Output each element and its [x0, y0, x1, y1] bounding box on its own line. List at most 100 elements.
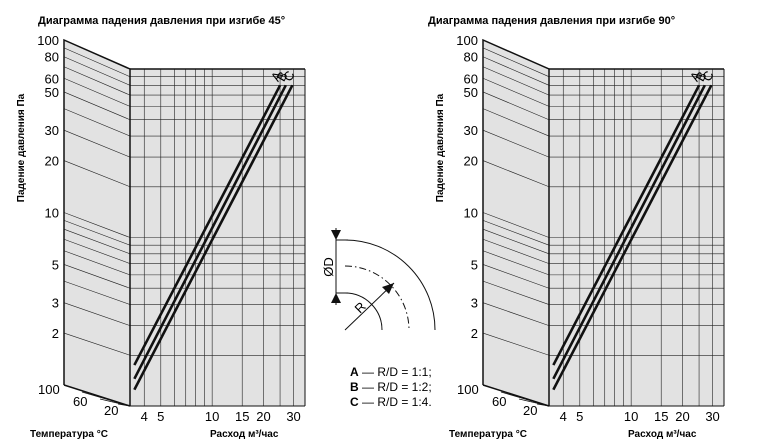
y-tick-label: 5 [471, 257, 478, 272]
y-tick-label: 2 [471, 326, 478, 341]
temp-gridline [63, 129, 131, 158]
temp-gridline [63, 212, 131, 238]
x-tick-label: 5 [576, 409, 583, 424]
temperature-panel-bg [64, 40, 130, 406]
temp-gridline [482, 108, 550, 137]
legend: A — R/D = 1:1; B — R/D = 1:2; C — R/D = … [350, 365, 432, 409]
x-tick-label: 4 [141, 409, 148, 424]
y-tick-label: 60 [464, 71, 478, 86]
x-tick-label: 10 [205, 409, 219, 424]
y-tick-label: 2 [52, 326, 59, 341]
temp-gridline [63, 228, 131, 255]
temperature-fan-line [536, 403, 550, 407]
series-line-c [133, 84, 294, 391]
temp-gridline [63, 250, 131, 276]
y-tick-label: 50 [464, 85, 478, 100]
y-tick-label: 60 [45, 71, 59, 86]
y-tick-label: 20 [45, 154, 59, 169]
temperature-fan-line [81, 391, 131, 407]
temp-gridline [63, 108, 131, 137]
temperature-panel-border [63, 38, 131, 406]
temp-gridline [63, 238, 131, 264]
temp-gridline [482, 47, 550, 77]
temp-gridline [482, 91, 550, 121]
temperature-fan-line [500, 391, 550, 407]
temp-gridline [63, 280, 131, 305]
temp-gridline [482, 77, 550, 107]
temperature-axis-label: Температура °C [449, 429, 527, 440]
radius-label: R [352, 299, 369, 316]
temp-gridline [482, 220, 550, 246]
diameter-label: ØD [321, 257, 336, 277]
temp-gridline [482, 302, 550, 326]
temp-gridline [63, 66, 131, 96]
temperature-tick-label: 60 [73, 394, 87, 409]
temp-gridline [482, 264, 550, 289]
temp-gridline [482, 129, 550, 158]
x-tick-label: 15 [235, 409, 249, 424]
temp-gridline [482, 160, 550, 188]
legend-item-a: A — R/D = 1:1; [350, 365, 432, 379]
temp-gridline [63, 264, 131, 289]
series-line-c [552, 84, 713, 391]
legend-item-c: C — R/D = 1:4. [350, 395, 432, 409]
temp-gridline [63, 56, 131, 86]
temperature-fan-line [117, 403, 131, 407]
temp-gridline [482, 212, 550, 238]
flow-axis-label: Расход м³/час [628, 429, 697, 440]
legend-key: C [350, 395, 359, 409]
temperature-tick-label: 20 [104, 403, 118, 418]
chart-90: Диаграмма падения давления при изгибе 90… [428, 15, 725, 440]
temp-gridline [63, 220, 131, 246]
diameter-arrow-bottom [331, 293, 341, 303]
y-tick-label: 20 [464, 154, 478, 169]
legend-text: — R/D = 1:2; [362, 380, 432, 394]
y-tick-label: 50 [45, 85, 59, 100]
legend-key: A [350, 365, 359, 379]
x-tick-label: 30 [286, 409, 300, 424]
bend-outer-arc [344, 239, 436, 331]
temp-gridline [482, 280, 550, 305]
legend-text: — R/D = 1:4. [362, 395, 432, 409]
y-tick-label: 80 [45, 50, 59, 65]
y-tick-label: 3 [471, 296, 478, 311]
bend-diagram: ØD R [321, 228, 436, 331]
y-tick-label: 30 [464, 123, 478, 138]
y-tick-label: 80 [464, 50, 478, 65]
temperature-tick-label: 20 [523, 403, 537, 418]
diameter-arrow-top [331, 230, 341, 240]
y-tick-label: 100 [456, 33, 478, 48]
temp-gridline [63, 302, 131, 326]
temperature-tick-label: 100 [38, 382, 60, 397]
series-line-b [552, 84, 706, 380]
legend-item-b: B — R/D = 1:2; [350, 380, 432, 394]
y-tick-label: 5 [52, 257, 59, 272]
x-tick-label: 20 [675, 409, 689, 424]
flow-axis-label: Расход м³/час [210, 429, 279, 440]
temp-gridline [63, 160, 131, 188]
temp-gridline [63, 77, 131, 107]
temp-gridline [63, 91, 131, 121]
chart-45: Диаграмма падения давления при изгибе 45… [16, 15, 306, 440]
y-tick-label: 100 [37, 33, 59, 48]
temp-gridline [482, 238, 550, 264]
legend-text: — R/D = 1:1; [362, 365, 432, 379]
temp-gridline [482, 228, 550, 255]
series-line-b [133, 84, 287, 380]
temperature-panel-bg [483, 40, 549, 406]
y-tick-label: 10 [464, 206, 478, 221]
x-tick-label: 20 [256, 409, 270, 424]
y-tick-label: 10 [45, 206, 59, 221]
x-tick-label: 5 [157, 409, 164, 424]
temp-gridline [482, 66, 550, 96]
radius-arrow [382, 283, 394, 294]
series-line-a [552, 84, 701, 366]
temperature-tick-label: 60 [492, 394, 506, 409]
temperature-panel-border [482, 38, 550, 406]
x-tick-label: 15 [654, 409, 668, 424]
y-axis-label: Падение давления Па [435, 93, 446, 202]
temp-gridline [482, 332, 550, 356]
chart-title: Диаграмма падения давления при изгибе 90… [428, 15, 675, 27]
